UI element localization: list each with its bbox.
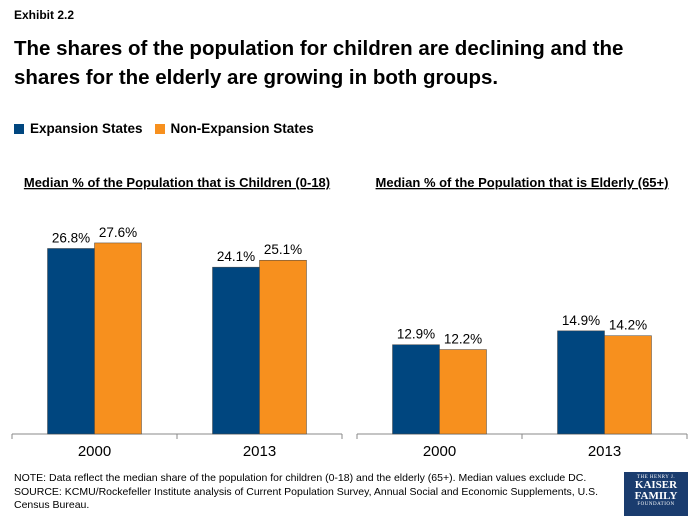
logo-line1: THE HENRY J. xyxy=(636,475,676,480)
kff-logo: THE HENRY J. KAISER FAMILY FOUNDATION xyxy=(624,472,688,516)
legend-label-expansion: Expansion States xyxy=(30,121,143,136)
legend-item-expansion: Expansion States xyxy=(14,121,143,136)
elderly-chart: Median % of the Population that is Elder… xyxy=(356,175,688,460)
logo-line3: FAMILY xyxy=(634,490,678,502)
legend: Expansion States Non-Expansion States xyxy=(14,121,326,136)
legend-label-non-expansion: Non-Expansion States xyxy=(170,121,314,136)
note-text: NOTE: Data reflect the median share of t… xyxy=(14,472,587,484)
logo-line2: KAISER xyxy=(634,479,678,491)
chart-title: Median % of the Population that is Child… xyxy=(24,175,330,190)
x-tick-label-2013: 2013 xyxy=(243,443,276,460)
legend-item-non-expansion: Non-Expansion States xyxy=(154,121,314,136)
bar-non-expansion-states-2000 xyxy=(439,349,487,435)
page-title: The shares of the population for childre… xyxy=(14,37,624,89)
bar-expansion-states-2013 xyxy=(557,330,605,435)
legend-swatch-non-expansion xyxy=(154,123,165,134)
bar-non-expansion-states-2013 xyxy=(604,335,652,435)
logo-line4: FOUNDATION xyxy=(637,502,675,507)
data-label: 24.1% xyxy=(217,249,255,264)
legend-swatch-expansion xyxy=(14,123,24,134)
data-label: 12.9% xyxy=(397,327,435,342)
data-label: 14.9% xyxy=(562,313,600,328)
footnote: NOTE: Data reflect the median share of t… xyxy=(14,472,614,513)
data-label: 25.1% xyxy=(264,242,302,257)
data-label: 26.8% xyxy=(52,230,90,245)
data-label: 27.6% xyxy=(99,225,137,240)
data-label: 12.2% xyxy=(444,332,482,347)
bar-non-expansion-states-2000 xyxy=(94,242,142,435)
x-tick-label-2013: 2013 xyxy=(588,443,621,460)
data-label: 14.2% xyxy=(609,318,647,333)
x-tick-label-2000: 2000 xyxy=(78,443,111,460)
chart-title: Median % of the Population that is Elder… xyxy=(376,175,669,190)
bar-expansion-states-2000 xyxy=(392,344,440,435)
source-text: SOURCE: KCMU/Rockefeller Institute analy… xyxy=(14,485,598,512)
exhibit-label: Exhibit 2.2 xyxy=(14,8,75,22)
children-chart: Median % of the Population that is Child… xyxy=(11,175,343,460)
bar-expansion-states-2000 xyxy=(47,248,95,435)
bar-non-expansion-states-2013 xyxy=(259,259,307,435)
bar-expansion-states-2013 xyxy=(212,266,260,435)
x-tick-label-2000: 2000 xyxy=(423,443,456,460)
